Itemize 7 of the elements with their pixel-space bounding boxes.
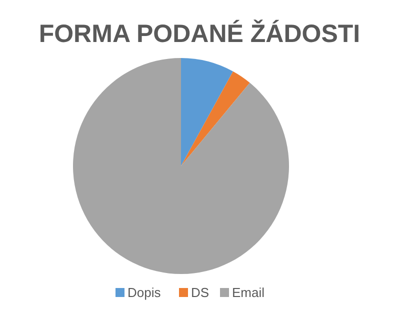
- legend-label: DS: [191, 285, 210, 300]
- chart-title: FORMA PODANÉ ŽÁDOSTI: [38, 19, 360, 48]
- pie-slice: [73, 58, 289, 274]
- legend-label: Email: [232, 285, 265, 300]
- pie-slice: [181, 58, 234, 166]
- pie-slice: [181, 71, 250, 166]
- legend-label: Dopis: [128, 285, 162, 300]
